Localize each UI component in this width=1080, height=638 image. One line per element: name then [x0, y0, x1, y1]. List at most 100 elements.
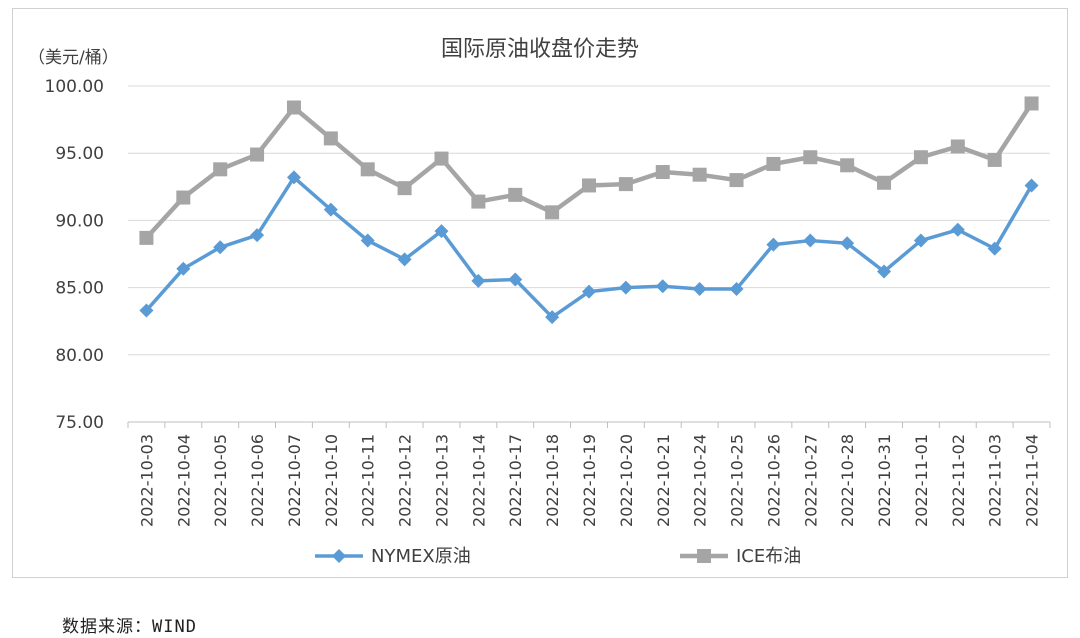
data-point — [618, 280, 633, 295]
data-point — [1024, 96, 1039, 111]
y-tick-label: 80.00 — [55, 346, 104, 366]
x-tick-labels: 2022-10-03 2022-10-04 2022-10-05 2022-10-06… — [127, 422, 1051, 527]
data-point — [618, 177, 633, 192]
x-tick-label: 2022-10-11 — [359, 434, 378, 527]
data-point — [582, 284, 596, 299]
x-tick-label: 2022-10-12 — [396, 434, 415, 527]
x-tick-label: 2022-10-19 — [580, 434, 599, 527]
x-tick-label: 2022-10-26 — [764, 434, 783, 527]
x-tick-label: 2022-11-03 — [986, 434, 1005, 527]
data-point — [213, 240, 228, 255]
oil-price-line-chart: 国际原油收盘价走势 （美元/桶） 75.00 80.00 85.00 90.00 95.… — [28, 37, 1051, 567]
data-point — [729, 281, 744, 296]
series-layer — [139, 96, 1039, 325]
data-point — [766, 237, 781, 252]
data-point — [397, 181, 412, 196]
y-tick-labels: 75.00 80.00 85.00 90.00 95.00 100.00 — [45, 77, 104, 433]
x-tick-label: 2022-10-27 — [801, 434, 820, 527]
chart-title: 国际原油收盘价走势 — [441, 37, 639, 62]
x-tick-label: 2022-10-06 — [248, 434, 267, 527]
legend: NYMEX原油 ICE布油 — [315, 546, 801, 567]
data-point — [950, 222, 965, 237]
legend-label: NYMEX原油 — [371, 546, 471, 567]
data-point — [397, 252, 412, 267]
legend-item-1: NYMEX原油 — [315, 546, 471, 567]
data-point — [471, 273, 486, 288]
legend-item-2: ICE布油 — [680, 546, 801, 567]
data-point — [655, 279, 670, 294]
data-point — [545, 310, 560, 325]
data-point — [286, 170, 301, 185]
legend-marker — [332, 549, 346, 563]
legend-label: ICE布油 — [736, 546, 801, 567]
data-point — [692, 167, 707, 182]
data-source-note: 数据来源：WIND — [62, 617, 197, 637]
series-line — [144, 102, 1034, 240]
data-point — [582, 178, 596, 193]
data-point — [987, 152, 1002, 167]
data-point — [655, 165, 670, 180]
data-point — [803, 233, 818, 248]
x-tick-label: 2022-10-24 — [691, 434, 710, 527]
series-2 — [139, 96, 1039, 245]
x-tick-label: 2022-10-14 — [469, 434, 488, 527]
y-axis-unit-label: （美元/桶） — [28, 48, 119, 68]
y-tick-label: 75.00 — [55, 413, 104, 433]
x-tick-label: 2022-10-13 — [432, 434, 451, 527]
gridlines — [128, 85, 1050, 423]
chart-frame — [12, 8, 1068, 578]
data-point — [692, 281, 707, 296]
data-point — [323, 131, 338, 146]
legend-marker — [697, 549, 711, 563]
x-tick-label: 2022-10-28 — [838, 434, 857, 527]
data-point — [139, 230, 154, 245]
x-tick-label: 2022-10-25 — [728, 434, 747, 527]
x-tick-label: 2022-11-01 — [912, 434, 931, 527]
data-point — [950, 139, 965, 154]
x-tick-label: 2022-10-20 — [617, 434, 636, 527]
data-point — [323, 202, 338, 217]
x-tick-label: 2022-10-07 — [285, 434, 304, 527]
data-point — [877, 264, 892, 279]
data-point — [139, 303, 154, 318]
data-point — [803, 150, 818, 165]
data-point — [250, 228, 265, 243]
data-point — [545, 205, 560, 220]
data-point — [840, 158, 855, 173]
x-tick-label: 2022-11-02 — [949, 434, 968, 527]
x-tick-label: 2022-10-04 — [174, 434, 193, 527]
data-point — [213, 162, 228, 177]
data-point — [286, 100, 301, 115]
x-tick-label: 2022-10-31 — [875, 434, 894, 527]
data-point — [987, 241, 1002, 256]
data-point — [434, 224, 449, 239]
data-point — [434, 151, 449, 166]
y-tick-label: 100.00 — [45, 77, 104, 97]
data-point — [1024, 178, 1039, 193]
data-point — [840, 236, 855, 251]
x-tick-label: 2022-10-05 — [211, 434, 230, 527]
x-tick-label: 2022-10-18 — [543, 434, 562, 527]
y-tick-label: 90.00 — [55, 211, 104, 231]
data-point — [471, 194, 486, 209]
data-point — [508, 272, 523, 287]
y-tick-label: 95.00 — [55, 144, 104, 164]
data-point — [913, 233, 928, 248]
x-tick-label: 2022-10-10 — [322, 434, 341, 527]
data-point — [766, 156, 781, 171]
data-point — [913, 150, 928, 165]
data-point — [508, 187, 523, 202]
series-1 — [139, 170, 1039, 325]
x-tick-label: 2022-10-17 — [506, 434, 525, 527]
data-point — [176, 190, 191, 205]
data-point — [360, 233, 375, 248]
data-point — [250, 147, 265, 162]
x-tick-label: 2022-11-04 — [1023, 434, 1042, 527]
data-point — [360, 162, 375, 177]
x-tick-label: 2022-10-21 — [654, 434, 673, 527]
x-tick-label: 2022-10-03 — [137, 434, 156, 527]
data-point — [729, 173, 744, 188]
data-point — [176, 261, 191, 276]
data-point — [877, 175, 892, 190]
y-tick-label: 85.00 — [55, 279, 104, 299]
